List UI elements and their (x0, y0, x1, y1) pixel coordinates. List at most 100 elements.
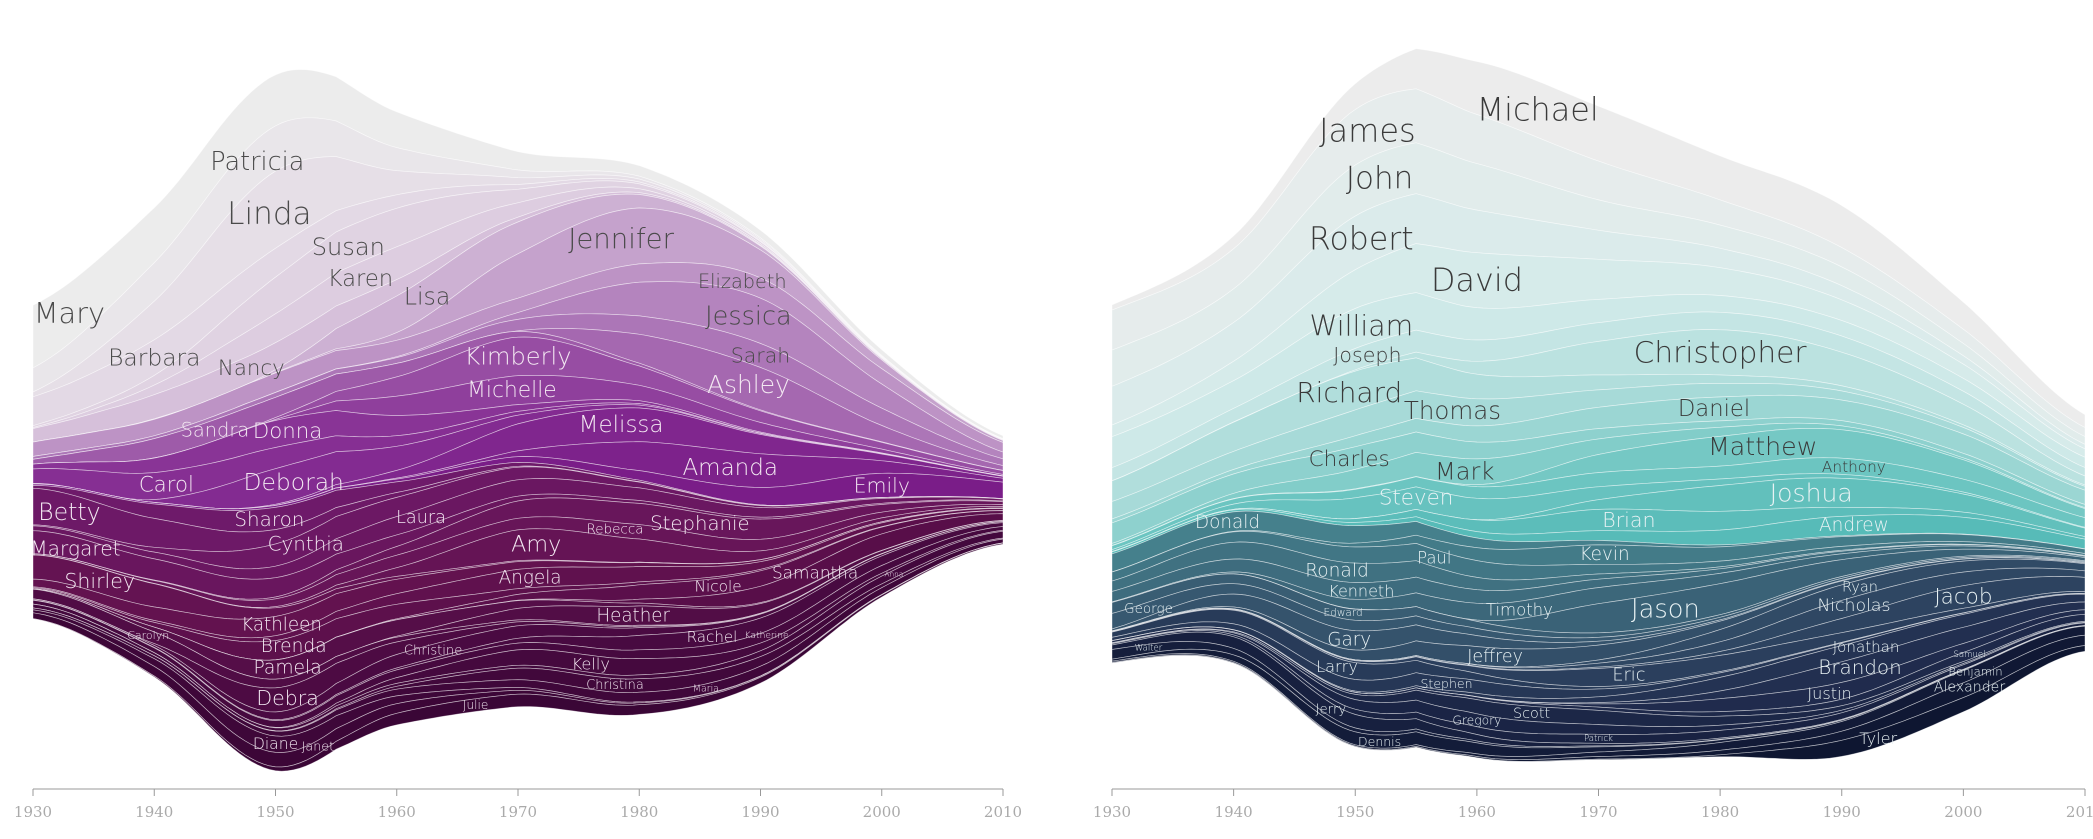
series-label: Alexander (1934, 680, 2006, 696)
series-label: Karen (328, 266, 394, 292)
series-label: George (1124, 601, 1173, 617)
series-label: Maria (693, 683, 719, 694)
series-label: Jessica (705, 301, 792, 331)
series-label: Matthew (1708, 432, 1817, 461)
series-label: Larry (1316, 657, 1358, 676)
x-tick-label: 1970 (1579, 803, 1617, 821)
series-label: Rebecca (586, 522, 643, 538)
series-label: Samantha (772, 563, 858, 583)
series-label: Jerry (1316, 703, 1347, 718)
series-label: Gregory (1452, 713, 1501, 727)
series-label: Christina (586, 678, 643, 693)
boys-names-streamgraph: James Michael David Robert John Christopher Wi… (1093, 48, 2093, 821)
x-tick-label: 1930 (14, 803, 52, 821)
series-label: Debra (256, 686, 318, 710)
x-tick-label: 1960 (378, 803, 416, 821)
series-label: Carolyn (127, 629, 169, 642)
series-label: Jonathan (1833, 638, 1900, 656)
series-label: Shirley (64, 569, 135, 593)
series-label: Scott (1513, 706, 1550, 722)
series-label: Julie (463, 698, 488, 712)
series-label: Samuel (1953, 650, 1985, 660)
series-label: Pamela (253, 657, 321, 678)
x-tick-label: 1980 (620, 803, 658, 821)
series-label: Brandon (1818, 656, 1901, 679)
series-label: Richard (1296, 376, 1402, 409)
series-label: Brian (1602, 508, 1655, 532)
series-label: Michelle (467, 378, 557, 403)
stream-layer-tyler (1111, 645, 2086, 762)
x-tick-label: 1930 (1093, 803, 1131, 821)
series-label: David (1431, 261, 1523, 299)
series-label: Ryan (1842, 580, 1878, 596)
series-label: Charles (1309, 447, 1390, 472)
x-tick-label: 2010 (2066, 803, 2093, 821)
x-tick-label: 1990 (1823, 803, 1861, 821)
series-label: Anna (885, 570, 904, 579)
series-label: Thomas (1404, 396, 1501, 425)
series-label: Elizabeth (698, 270, 787, 293)
series-label: Emily (854, 473, 910, 497)
x-tick-label: 2000 (1944, 803, 1982, 821)
series-label: Andrew (1819, 515, 1889, 536)
x-axis: 1930 1940 1950 1960 1970 1980 1990 2000 2010 (1093, 788, 2093, 821)
series-label: Sharon (234, 508, 304, 531)
x-axis: 1930 1940 1950 1960 1970 1980 1990 2000 2010 (14, 788, 1022, 821)
series-label: James (1319, 111, 1416, 149)
series-label: Mark (1435, 458, 1494, 486)
x-tick-label: 1960 (1458, 803, 1496, 821)
series-label: Linda (227, 196, 311, 232)
series-label: Jeffrey (1467, 647, 1523, 667)
series-label: Mary (34, 296, 105, 330)
x-tick-label: 1980 (1701, 803, 1739, 821)
series-label: Kevin (1580, 544, 1630, 565)
x-tick-label: 1950 (1336, 803, 1374, 821)
x-tick-label: 2010 (984, 803, 1022, 821)
series-label: Christine (404, 644, 462, 659)
series-label: Stephanie (650, 512, 749, 535)
series-label: Walter (1135, 644, 1163, 654)
series-label: Steven (1379, 486, 1454, 511)
series-label: Amanda (682, 455, 778, 481)
series-label: Gary (1327, 629, 1371, 650)
series-label: Robert (1309, 222, 1414, 258)
series-label: Brenda (261, 636, 327, 657)
series-label: John (1346, 161, 1413, 197)
stream-layer-julie (32, 542, 1004, 772)
series-label: Jason (1631, 595, 1700, 625)
series-label: Kimberly (465, 343, 572, 371)
x-tick-label: 1940 (1215, 803, 1253, 821)
series-label: Janet (302, 740, 335, 755)
series-label: William (1309, 310, 1413, 343)
x-tick-label: 1990 (741, 803, 779, 821)
x-tick-label: 1950 (256, 803, 294, 821)
series-label: Daniel (1678, 396, 1750, 422)
series-label: Sarah (731, 344, 791, 368)
series-label: Deborah (244, 468, 344, 496)
series-label: Patrick (1584, 734, 1613, 744)
series-label: Nancy (218, 356, 285, 381)
girls-names-streamgraph: Linda Mary Jennifer Patricia Jessica Ashley Su… (14, 69, 1022, 821)
series-label: Joseph (1333, 343, 1401, 367)
series-label: Betty (38, 498, 100, 526)
series-label: Barbara (108, 344, 200, 372)
series-label: Tyler (1859, 729, 1897, 748)
series-label: Eric (1612, 666, 1645, 686)
series-label: Katherine (745, 631, 789, 641)
series-label: Jacob (1934, 585, 1992, 610)
series-label: Justin (1807, 684, 1851, 703)
series-label: Anthony (1822, 458, 1886, 476)
series-label: Donald (1195, 512, 1260, 533)
series-label: Edward (1324, 607, 1363, 619)
series-label: Angela (499, 568, 562, 589)
series-label: Lisa (404, 282, 450, 310)
series-label: Margaret (30, 537, 120, 561)
series-label: Donna (253, 419, 322, 444)
series-label: Stephen (1421, 676, 1473, 691)
series-label: Melissa (579, 412, 664, 438)
series-label: Nicholas (1817, 596, 1890, 616)
series-label: Michael (1477, 90, 1599, 128)
series-label: Paul (1417, 549, 1451, 568)
series-label: Ashley (707, 370, 790, 399)
